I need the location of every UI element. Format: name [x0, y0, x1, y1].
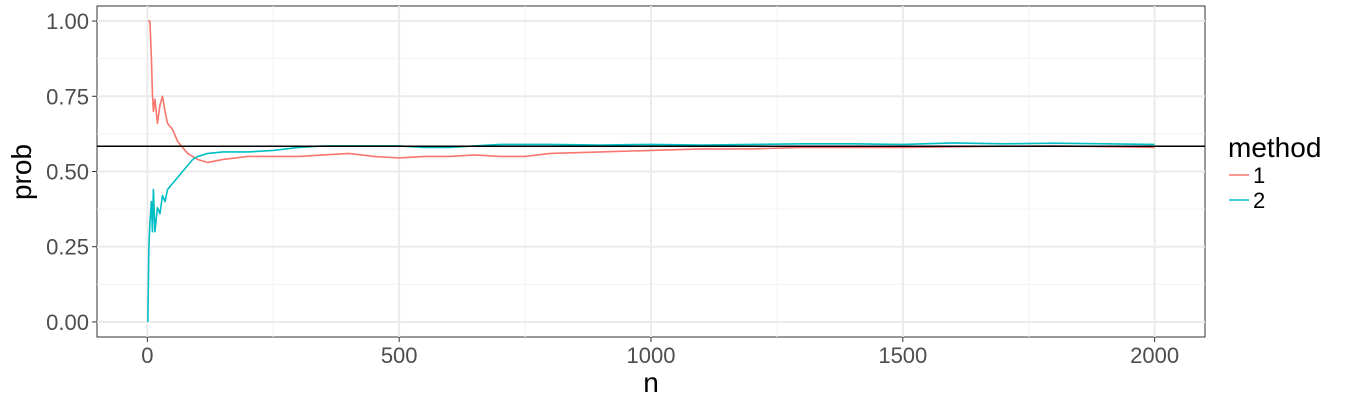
y-tick-label: 1.00: [46, 9, 89, 34]
y-tick-label: 0.75: [46, 84, 89, 109]
legend-label-2: 2: [1253, 188, 1265, 213]
legend: method 12: [1228, 132, 1321, 213]
y-tick-label: 0.25: [46, 235, 89, 260]
major-gridlines: [97, 6, 1205, 337]
legend-label-1: 1: [1253, 163, 1265, 188]
x-tick-label: 0: [141, 343, 153, 368]
series-layer: [147, 20, 1155, 322]
y-tick-label: 0.50: [46, 160, 89, 185]
series-line-2: [147, 142, 1155, 322]
x-tick-label: 1000: [627, 343, 676, 368]
y-axis-title: prob: [6, 144, 37, 200]
x-axis-title: n: [643, 367, 659, 398]
x-tick-label: 500: [381, 343, 418, 368]
series-line-1: [147, 20, 1155, 164]
legend-title: method: [1228, 132, 1321, 163]
y-tick-label: 0.00: [46, 310, 89, 335]
x-axis-ticks: 0 500 1000 1500 2000: [141, 337, 1179, 368]
x-tick-label: 2000: [1130, 343, 1179, 368]
y-axis-ticks: 0.00 0.25 0.50 0.75 1.00: [46, 9, 97, 335]
x-tick-label: 1500: [878, 343, 927, 368]
